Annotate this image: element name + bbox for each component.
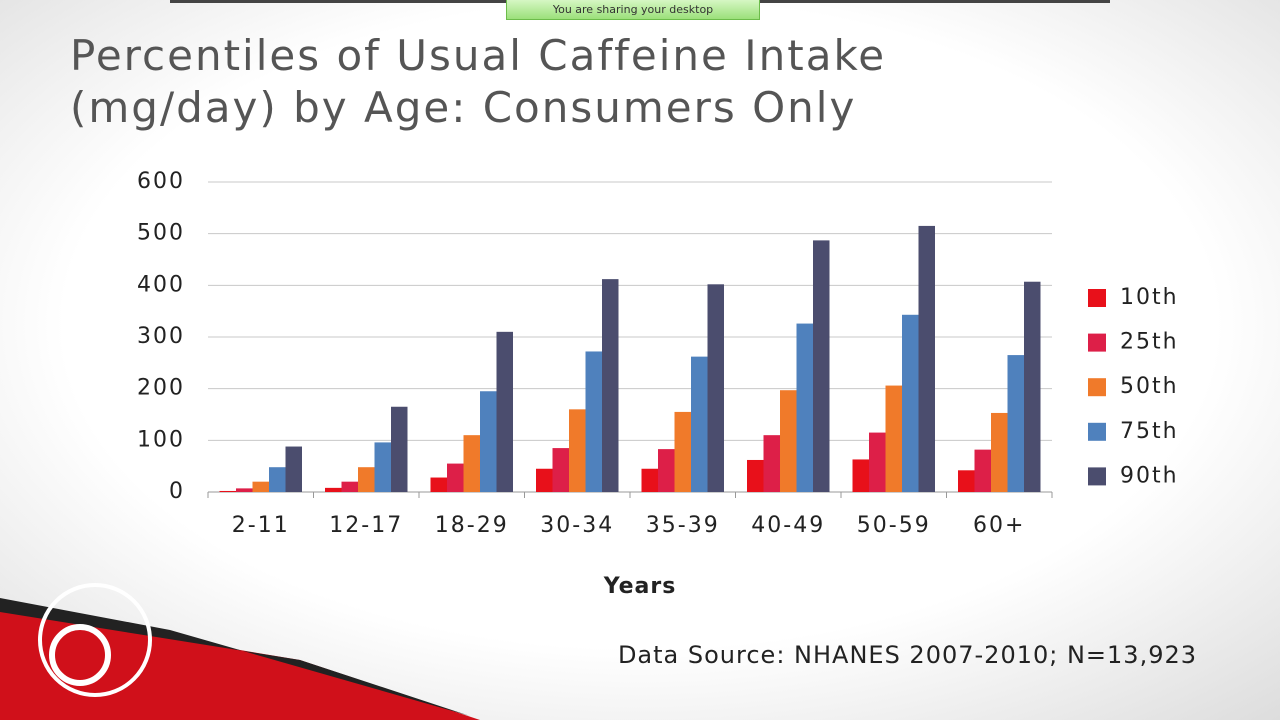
legend-swatch [1088,333,1106,352]
chart-title: Percentiles of Usual Caffeine Intake (mg… [70,31,887,132]
x-tick-label: 40-49 [751,513,825,538]
bar [991,412,1008,492]
bar [918,225,935,492]
legend-swatch [1088,378,1106,397]
legend-label: 50th [1120,374,1179,399]
bar [219,490,236,492]
logo [38,583,152,697]
bar [447,463,464,492]
bar [496,331,513,492]
sharing-banner[interactable]: You are sharing your desktop [506,0,760,20]
x-tick-label: 50-59 [857,513,931,538]
bar [325,487,342,492]
bar [463,435,480,492]
source-note: Data Source: NHANES 2007-2010; N=13,923 [618,641,1197,669]
bar [536,468,553,492]
red-swoosh [0,610,480,720]
y-tick-label: 600 [137,169,185,194]
legend-swatch [1088,422,1106,441]
bar [691,356,708,492]
bar [1024,281,1041,492]
bar [885,385,902,492]
bar [569,409,586,492]
dark-swoosh [0,598,470,716]
x-axis-label: Years [603,574,677,599]
bar [358,467,375,492]
bar [674,411,691,492]
bar [374,442,391,492]
logo [49,624,111,686]
bar [641,468,658,492]
bar [1007,355,1024,492]
x-tick-label: 2-11 [232,513,290,538]
legend-swatch [1088,289,1106,307]
bar [813,240,830,492]
legend-swatch [1088,467,1106,486]
bar [552,448,569,492]
x-tick-label: 12-17 [329,513,403,538]
bar [763,435,780,492]
bar [707,284,724,492]
legend-label: 90th [1120,463,1179,488]
bar [285,446,302,492]
y-tick-label: 400 [137,272,185,297]
bar [236,488,253,492]
bar [391,406,408,492]
bar [658,449,675,492]
x-tick-label: 60+ [973,513,1025,538]
x-tick-label: 18-29 [435,513,509,538]
bar [869,432,886,492]
bar [796,323,813,492]
y-tick-label: 200 [137,376,185,401]
bar [252,481,269,492]
bar [480,391,497,492]
bar [780,390,797,492]
bar [852,459,869,492]
x-tick-label: 35-39 [646,513,720,538]
y-tick-label: 300 [137,324,185,349]
legend-label: 75th [1120,419,1179,444]
y-tick-label: 500 [137,221,185,246]
bar [430,477,447,492]
legend-label: 25th [1120,330,1179,355]
bar [902,314,919,492]
bar [585,351,602,492]
y-tick-label: 100 [137,427,185,452]
bar [958,470,975,492]
y-tick-label: 0 [169,479,185,504]
x-tick-label: 30-34 [540,513,614,538]
bar [747,459,764,492]
bar [269,467,286,492]
bar [602,279,619,492]
bar [974,449,991,492]
bar [341,481,358,492]
legend-label: 10th [1120,285,1179,310]
